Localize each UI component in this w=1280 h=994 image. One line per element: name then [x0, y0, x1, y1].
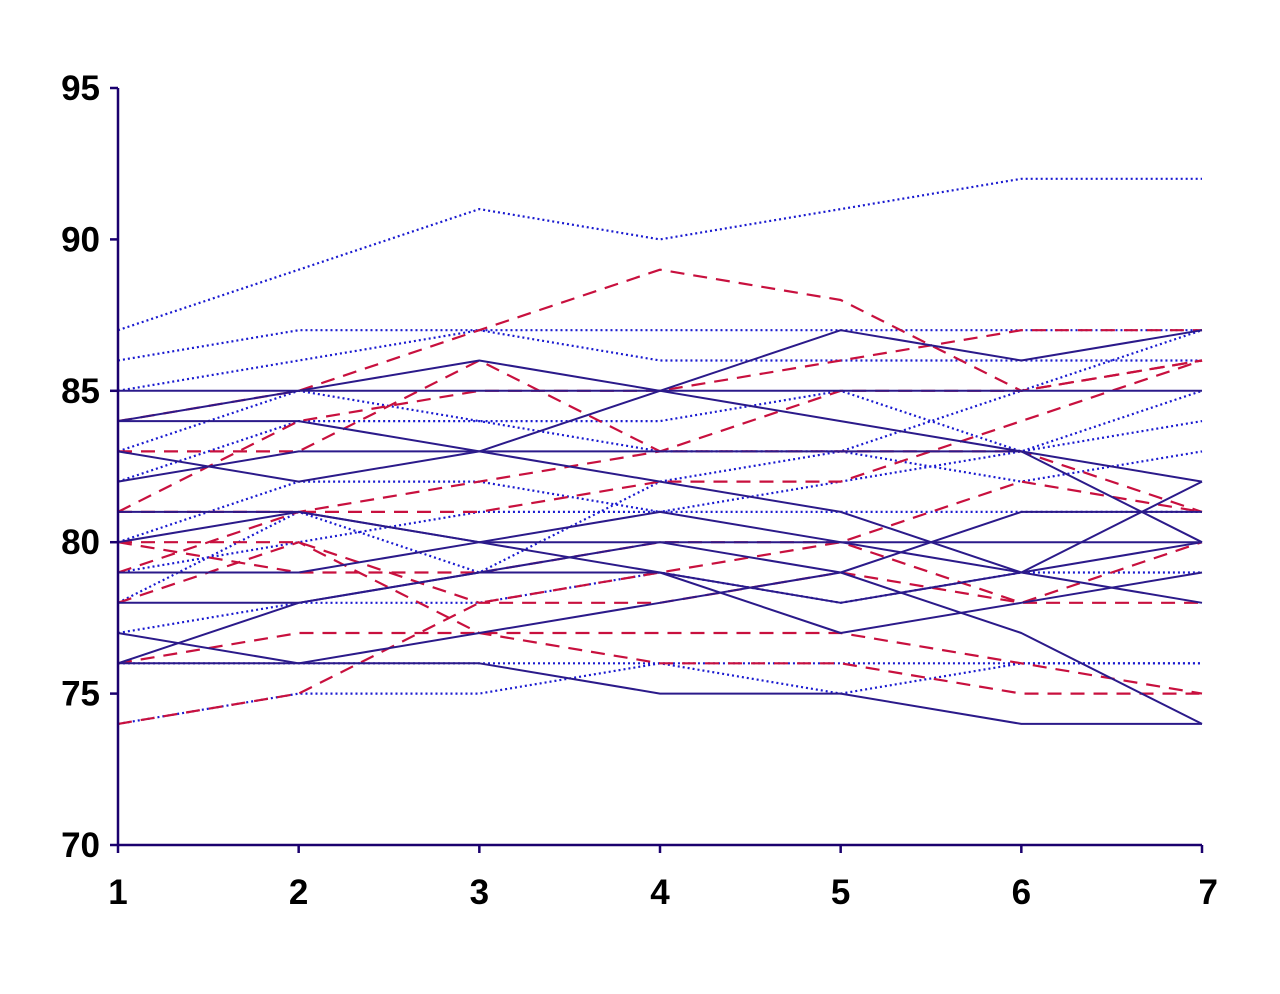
series-line-14 [117, 329, 1202, 513]
series-line-13 [117, 268, 1203, 423]
x-tick-label-6: 6 [1012, 873, 1031, 912]
series-line-19 [117, 631, 1203, 695]
y-tick-label-75: 75 [61, 675, 100, 714]
y-tick-label-80: 80 [61, 523, 100, 562]
tick-label-layer: 70 75 80 85 90 95 1 2 3 4 5 6 7 [61, 69, 1218, 912]
series-line-28 [117, 510, 1202, 544]
series-line-26 [117, 450, 1203, 483]
series-line-16 [118, 359, 1203, 513]
series-line-3 [117, 329, 1202, 392]
series-line-2 [117, 329, 1202, 362]
y-tick-label-95: 95 [61, 69, 100, 108]
series-line-15 [118, 359, 1203, 513]
series-line-20 [117, 359, 1203, 574]
x-tick-label-2: 2 [289, 873, 308, 912]
x-tick-label-3: 3 [470, 873, 489, 912]
series-layer [117, 177, 1203, 725]
series-line-33 [117, 541, 1203, 725]
x-tick-label-5: 5 [831, 873, 850, 912]
series-line-10 [118, 662, 1202, 695]
axis-layer [110, 86, 1204, 853]
y-tick-label-85: 85 [61, 372, 100, 411]
series-line-18 [117, 541, 1202, 695]
series-line-8 [117, 329, 1203, 604]
series-line-1 [117, 177, 1202, 332]
series-line-24 [118, 420, 1203, 574]
series-line-32 [118, 662, 1202, 725]
series-line-29 [118, 510, 1203, 604]
y-tick-label-90: 90 [61, 220, 100, 259]
series-line-25 [117, 329, 1203, 483]
x-tick-label-1: 1 [108, 873, 127, 912]
x-tick-label-4: 4 [650, 873, 670, 912]
x-tick-label-7: 7 [1199, 873, 1218, 912]
series-line-31 [117, 510, 1202, 665]
y-tick-label-70: 70 [61, 826, 100, 865]
